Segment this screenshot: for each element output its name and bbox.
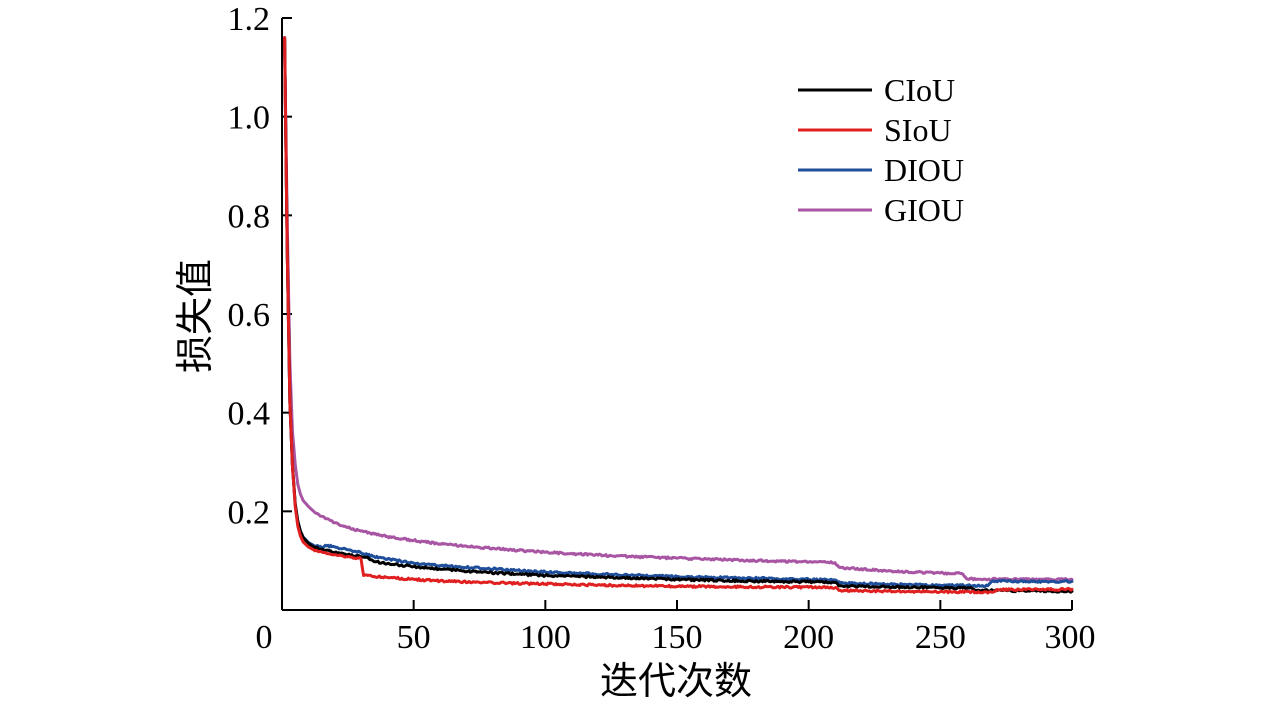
x-tick-label: 250 [915, 619, 966, 656]
x-tick-label: 0 [256, 619, 273, 656]
y-tick-label: 0.8 [228, 198, 271, 235]
x-tick-label: 50 [397, 619, 431, 656]
y-tick-label: 0.2 [228, 494, 271, 531]
legend-label: GIOU [884, 192, 964, 228]
x-tick-label: 300 [1045, 619, 1096, 656]
y-tick-label: 1.0 [228, 100, 271, 137]
series-layer [283, 36, 1074, 595]
y-tick-label: 0.4 [228, 396, 271, 433]
legend-label: CIoU [884, 72, 955, 108]
series-line-siou [283, 36, 1074, 595]
series-line-ciou [283, 36, 1074, 594]
y-tick-label: 0.6 [228, 297, 271, 334]
x-axis-title: 迭代次数 [600, 661, 752, 703]
legend-label: SIoU [884, 112, 952, 148]
legend-label: DIOU [884, 152, 964, 188]
y-ticks: 0.2 0.4 0.6 0.8 1.0 1.2 [228, 1, 292, 531]
y-axis-title: 损失值 [175, 259, 217, 373]
legend: CIoU SIoU DIOU GIOU [798, 72, 964, 228]
x-ticks: 0 50 100 150 200 250 300 [256, 600, 1096, 656]
series-line-giou [283, 36, 1074, 582]
y-tick-label: 1.2 [228, 1, 271, 38]
x-tick-label: 200 [783, 619, 834, 656]
x-tick-label: 100 [520, 619, 571, 656]
x-tick-label: 150 [652, 619, 703, 656]
series-line-diou [283, 36, 1074, 588]
